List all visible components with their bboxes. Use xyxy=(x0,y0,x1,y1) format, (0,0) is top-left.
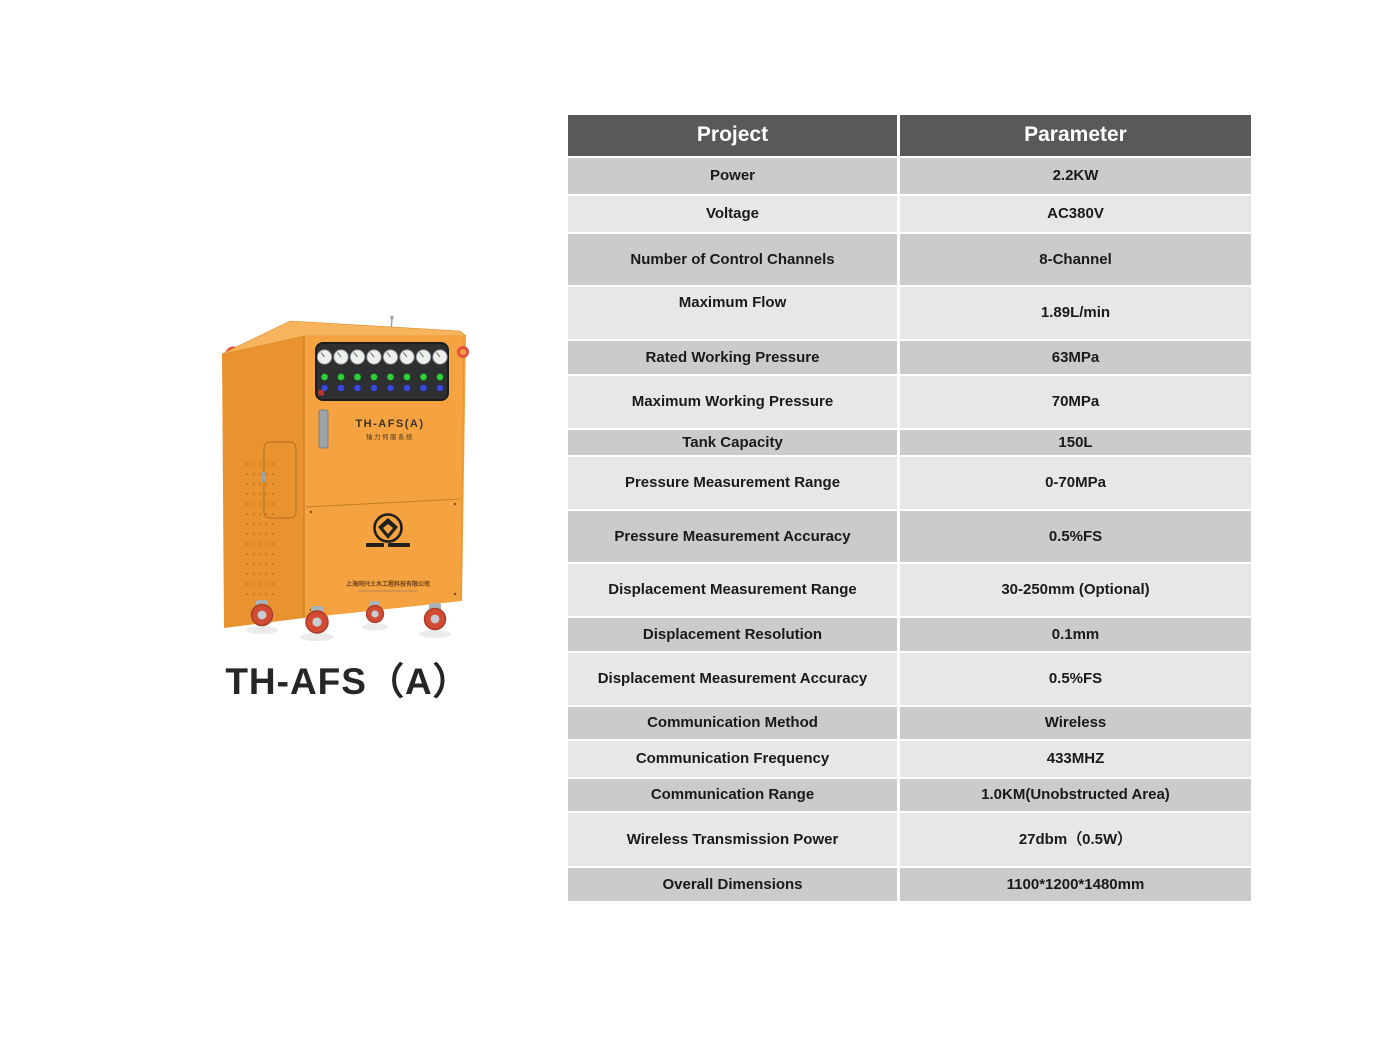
spec-value: 63MPa xyxy=(900,341,1251,374)
table-row: Pressure Measurement Range 0-70MPa xyxy=(568,457,1251,509)
spec-value: Wireless xyxy=(900,707,1251,739)
table-row: Displacement Measurement Range 30-250mm … xyxy=(568,564,1251,616)
table-row: Wireless Transmission Power 27dbm（0.5W） xyxy=(568,813,1251,866)
caster-wheel xyxy=(365,601,385,624)
caster-wheels xyxy=(250,600,447,634)
spec-value: 30-250mm (Optional) xyxy=(900,564,1251,616)
spec-label: Pressure Measurement Range xyxy=(568,457,897,509)
blue-buttons xyxy=(320,384,444,392)
spec-label: Communication Frequency xyxy=(568,741,897,777)
spec-label: Maximum Flow xyxy=(568,287,897,339)
spec-value: 1.89L/min xyxy=(900,287,1251,339)
table-row: Number of Control Channels 8-Channel xyxy=(568,234,1251,285)
machine-illustration: TH-AFS(A) 轴力伺服系统 上海同兴土木工程科技有限公司 xyxy=(221,315,469,641)
green-buttons xyxy=(320,373,444,381)
spec-label: Displacement Measurement Range xyxy=(568,564,897,616)
pressure-gauges xyxy=(316,349,448,365)
table-row: Communication Method Wireless xyxy=(568,707,1251,739)
table-row: Maximum Working Pressure 70MPa xyxy=(568,376,1251,428)
header-parameter: Parameter xyxy=(900,115,1251,156)
spec-label: Displacement Measurement Accuracy xyxy=(568,653,897,705)
table-header-row: Project Parameter xyxy=(568,115,1251,156)
spec-value: 150L xyxy=(900,430,1251,455)
spec-label: Number of Control Channels xyxy=(568,234,897,285)
spec-value: 0-70MPa xyxy=(900,457,1251,509)
spec-label: Maximum Working Pressure xyxy=(568,376,897,428)
spec-value: 1100*1200*1480mm xyxy=(900,868,1251,901)
machine-model-label: TH-AFS(A) xyxy=(355,418,424,430)
side-vent-grid xyxy=(245,462,275,596)
spec-label: Overall Dimensions xyxy=(568,868,897,901)
spec-label: Pressure Measurement Accuracy xyxy=(568,511,897,562)
control-panel xyxy=(315,342,449,401)
spec-value: 0.1mm xyxy=(900,618,1251,651)
table-row: Displacement Resolution 0.1mm xyxy=(568,618,1251,651)
table-row: Tank Capacity 150L xyxy=(568,430,1251,455)
table-row: Maximum Flow 1.89L/min xyxy=(568,287,1251,339)
side-door-latch xyxy=(261,472,265,482)
emergency-stop-button xyxy=(318,390,324,396)
company-subtext xyxy=(358,590,418,593)
spec-value: 2.2KW xyxy=(900,158,1251,194)
spec-label: Tank Capacity xyxy=(568,430,897,455)
spec-value: 0.5%FS xyxy=(900,511,1251,562)
table-row: Displacement Measurement Accuracy 0.5%FS xyxy=(568,653,1251,705)
brand-emblem xyxy=(366,513,410,547)
lower-panel-seam xyxy=(305,498,461,612)
table-row: Overall Dimensions 1100*1200*1480mm xyxy=(568,868,1251,901)
spec-label: Voltage xyxy=(568,196,897,232)
spec-value: 0.5%FS xyxy=(900,653,1251,705)
header-project: Project xyxy=(568,115,897,156)
spec-value: 8-Channel xyxy=(900,234,1251,285)
front-vent-slot xyxy=(318,409,329,449)
spec-value: 27dbm（0.5W） xyxy=(900,813,1251,866)
floor-shadow xyxy=(246,623,451,641)
company-name-text: 上海同兴土木工程科技有限公司 xyxy=(346,580,430,588)
spec-label: Communication Method xyxy=(568,707,897,739)
spec-label: Power xyxy=(568,158,897,194)
machine-sublabel: 轴力伺服系统 xyxy=(366,432,414,441)
spec-table: Project Parameter Power 2.2KW Voltage AC… xyxy=(568,115,1251,903)
lifting-hook-icon xyxy=(457,346,469,358)
table-row: Rated Working Pressure 63MPa xyxy=(568,341,1251,374)
table-row: Power 2.2KW xyxy=(568,158,1251,194)
table-row: Voltage AC380V xyxy=(568,196,1251,232)
product-image: TH-AFS(A) 轴力伺服系统 上海同兴土木工程科技有限公司 xyxy=(220,314,470,644)
table-row: Pressure Measurement Accuracy 0.5%FS xyxy=(568,511,1251,562)
spec-value: 433MHZ xyxy=(900,741,1251,777)
spec-label: Displacement Resolution xyxy=(568,618,897,651)
spec-label: Rated Working Pressure xyxy=(568,341,897,374)
product-title: TH-AFS（A） xyxy=(225,661,471,702)
caster-wheel xyxy=(423,603,447,631)
spec-value: AC380V xyxy=(900,196,1251,232)
spec-value: 70MPa xyxy=(900,376,1251,428)
spec-label: Wireless Transmission Power xyxy=(568,813,897,866)
table-row: Communication Range 1.0KM(Unobstructed A… xyxy=(568,779,1251,811)
caster-wheel xyxy=(250,600,274,627)
table-row: Communication Frequency 433MHZ xyxy=(568,741,1251,777)
cabinet-front-face xyxy=(304,336,466,618)
spec-value: 1.0KM(Unobstructed Area) xyxy=(900,779,1251,811)
spec-label: Communication Range xyxy=(568,779,897,811)
caster-wheel xyxy=(305,606,329,634)
